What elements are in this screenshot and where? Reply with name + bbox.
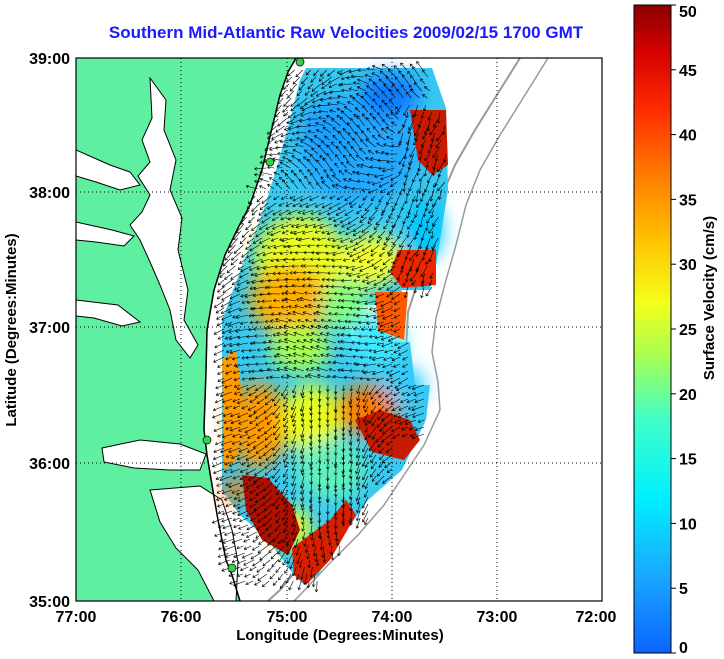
river-estuary — [76, 149, 141, 191]
x-tick-label: 74:00 — [372, 609, 413, 626]
river-estuary — [76, 221, 135, 247]
y-axis-label: Latitude (Degrees:Minutes) — [3, 233, 20, 426]
radar-station-marker — [227, 563, 237, 573]
y-tick-label: 37:00 — [29, 320, 70, 337]
velocity-arrow-vectors — [211, 61, 447, 593]
colorbar-tick-label: 15 — [679, 452, 697, 469]
chart-title: Southern Mid-Atlantic Raw Velocities 200… — [108, 23, 584, 42]
colorbar-tick-label: 5 — [679, 581, 688, 598]
radar-stations — [202, 58, 305, 573]
x-tick-label: 77:00 — [56, 609, 97, 626]
y-tick-label: 38:00 — [29, 185, 70, 202]
chesapeake-bay — [129, 76, 199, 359]
x-tick-label: 75:00 — [267, 609, 308, 626]
y-tick-label: 35:00 — [29, 594, 70, 611]
colorbar-tick-label: 20 — [679, 387, 697, 404]
x-tick-label: 76:00 — [161, 609, 202, 626]
y-tick-label: 36:00 — [29, 456, 70, 473]
colorbar-tick-label: 50 — [679, 4, 697, 21]
bathymetry-contour — [293, 58, 549, 601]
radar-station-marker — [295, 58, 305, 67]
colorbar-gradient — [633, 4, 672, 654]
colorbar-tick-label: 0 — [679, 640, 688, 657]
y-tick-label: 39:00 — [29, 51, 70, 68]
x-tick-label: 72:00 — [576, 609, 617, 626]
x-tick-label: 73:00 — [477, 609, 518, 626]
radar-station-marker — [202, 435, 212, 445]
colorbar-tick-label: 25 — [679, 322, 697, 339]
x-axis-ticks: 77:00 76:00 75:00 74:00 73:00 72:00 — [56, 609, 617, 626]
colorbar-label: Surface Velocity (cm/s) — [701, 216, 718, 380]
river-estuary — [76, 299, 142, 327]
velocity-arrows — [211, 61, 447, 593]
colorbar-tick-label: 35 — [679, 192, 697, 209]
colorbar-tick-label: 45 — [679, 63, 697, 80]
pamlico-sound — [149, 485, 239, 601]
colorbar-tick-label: 10 — [679, 516, 697, 533]
x-axis-label: Longitude (Degrees:Minutes) — [236, 627, 444, 644]
colorbar-tick-label: 40 — [679, 128, 697, 145]
radar-station-marker — [265, 157, 275, 167]
y-axis-ticks: 39:00 38:00 37:00 36:00 35:00 — [29, 51, 70, 611]
coastline — [203, 58, 297, 601]
grid-lines — [76, 58, 602, 601]
plot-frame — [75, 57, 603, 602]
colorbar-tick-label: 30 — [679, 257, 697, 274]
